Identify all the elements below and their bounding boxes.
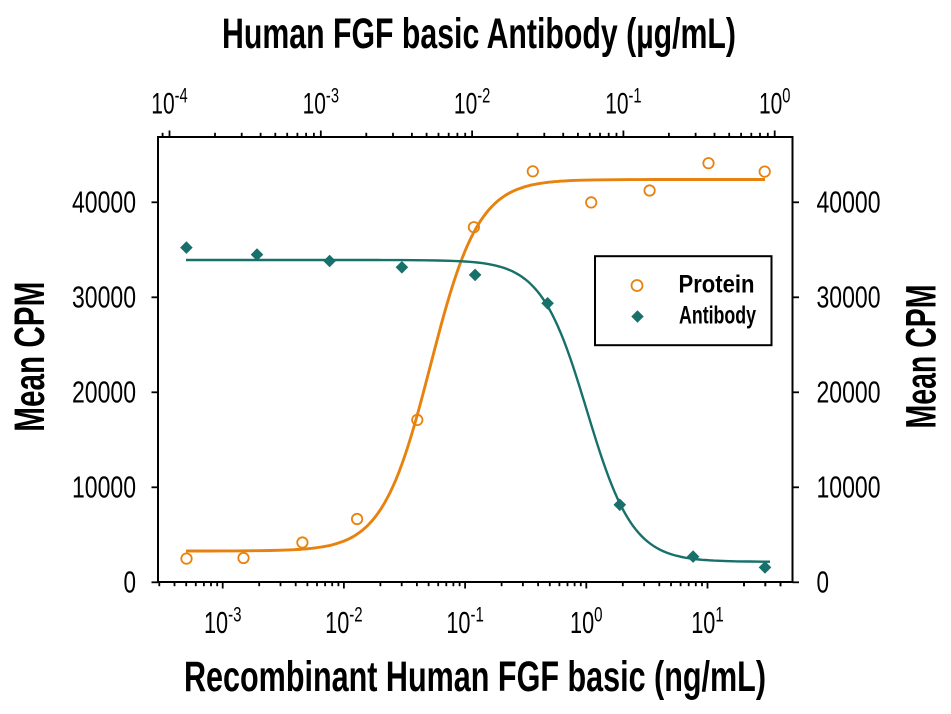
svg-text:30000: 30000 [817,279,881,314]
svg-text:0: 0 [817,564,830,599]
svg-text:Antibody: Antibody [679,301,756,329]
svg-text:Mean CPM: Mean CPM [7,282,54,432]
svg-text:10-3: 10-3 [204,602,242,640]
svg-text:40000: 40000 [72,184,136,219]
svg-text:10000: 10000 [817,469,881,504]
svg-text:10-1: 10-1 [605,84,641,120]
svg-text:20000: 20000 [817,374,881,409]
svg-text:30000: 30000 [72,279,136,314]
svg-text:0: 0 [124,564,137,599]
svg-text:Protein: Protein [679,271,755,299]
svg-text:Human FGF basic Antibody (µg/m: Human FGF basic Antibody (µg/mL) [222,11,736,58]
svg-text:Recombinant Human FGF basic (n: Recombinant Human FGF basic (ng/mL) [184,654,766,701]
svg-text:20000: 20000 [72,374,136,409]
svg-text:40000: 40000 [817,184,881,219]
svg-text:10000: 10000 [72,469,136,504]
svg-text:Mean CPM: Mean CPM [899,285,946,429]
